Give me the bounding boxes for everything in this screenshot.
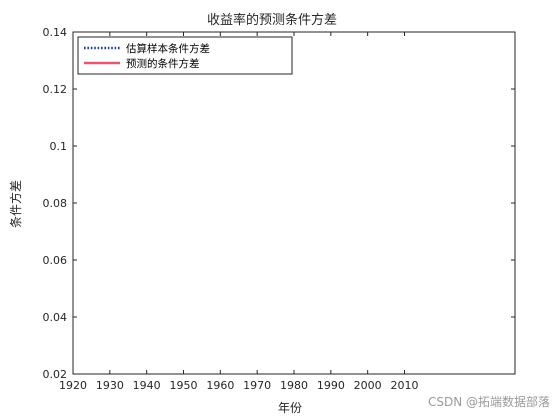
legend-label-0: 估算样本条件方差 [126,42,210,55]
axes-frame [72,31,516,375]
x-tick-label: 1930 [96,379,124,392]
watermark-text: CSDN @拓端数据部落 [428,394,550,409]
legend-label-1: 预测的条件方差 [126,57,200,70]
y-tick-label: 0.06 [43,254,68,267]
x-tick-label: 2010 [391,379,419,392]
x-tick-label: 2000 [354,379,382,392]
y-tick-label: 0.14 [43,26,68,39]
axes: 1920 1930 1940 1950 1960 1970 1980 1990 2000 2010… [43,26,516,392]
y-tick-label: 0.04 [43,311,68,324]
y-tick-label: 0.12 [43,83,68,96]
chart-title: 收益率的预测条件方差 [207,12,337,28]
x-tick-label: 1920 [59,379,87,392]
x-axis-label: 年份 [278,401,302,415]
x-tick-label: 1980 [280,379,308,392]
y-tick-label: 0.02 [43,368,68,381]
x-tick-label: 1940 [133,379,161,392]
legend-box [77,36,293,75]
y-tick-label: 0.08 [43,197,68,210]
x-tick-label: 1950 [170,379,198,392]
y-axis-label: 条件方差 [8,180,23,228]
y-tick-label: 0.1 [50,140,68,153]
x-tick-label: 1960 [206,379,234,392]
x-tick-label: 1970 [243,379,271,392]
x-tick-label: 1990 [317,379,345,392]
